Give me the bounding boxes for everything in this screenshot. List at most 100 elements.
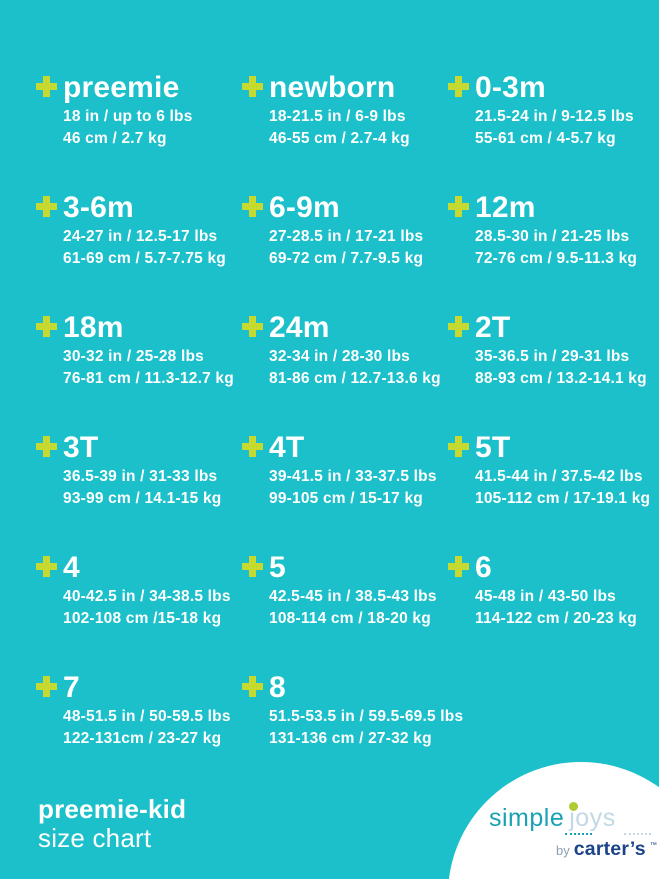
plus-icon (36, 676, 57, 697)
plus-icon (242, 196, 263, 217)
size-info: 0-3m 21.5-24 in / 9-12.5 lbs 55-61 cm / … (475, 72, 634, 150)
size-name: 6 (475, 551, 492, 584)
size-measurements-metric: 46 cm / 2.7 kg (63, 130, 167, 147)
size-info: 3-6m 24-27 in / 12.5-17 lbs 61-69 cm / 5… (63, 192, 226, 270)
size-info: 6 45-48 in / 43-50 lbs 114-122 cm / 20-2… (475, 552, 637, 630)
size-measurements-imperial: 51.5-53.5 in / 59.5-69.5 lbs (269, 708, 464, 725)
plus-icon (36, 316, 57, 337)
size-name: 5 (269, 551, 286, 584)
size-entry: 7 48-51.5 in / 50-59.5 lbs 122-131cm / 2… (36, 672, 242, 792)
size-name: 3-6m (63, 191, 134, 224)
size-measurements-metric: 102-108 cm /15-18 kg (63, 610, 222, 627)
size-measurements-imperial: 18-21.5 in / 6-9 lbs (269, 108, 406, 125)
size-measurements-imperial: 28.5-30 in / 21-25 lbs (475, 228, 630, 245)
brand-logo-wordmark: simple joys (489, 802, 616, 832)
size-name: 24m (269, 311, 330, 344)
size-entry: newborn 18-21.5 in / 6-9 lbs 46-55 cm / … (242, 72, 448, 192)
footer: preemie-kid size chart (38, 795, 186, 853)
size-name: 4T (269, 431, 305, 464)
size-measurements-metric: 131-136 cm / 27-32 kg (269, 730, 432, 747)
size-name: 12m (475, 191, 536, 224)
size-name: 18m (63, 311, 124, 344)
size-measurements-imperial: 30-32 in / 25-28 lbs (63, 348, 204, 365)
logo-dotted-underline-right (624, 833, 651, 835)
plus-icon (242, 76, 263, 97)
size-info: 6-9m 27-28.5 in / 17-21 lbs 69-72 cm / 7… (269, 192, 423, 270)
plus-icon (242, 676, 263, 697)
size-measurements-metric: 122-131cm / 23-27 kg (63, 730, 222, 747)
chart-subtitle: size chart (38, 823, 152, 853)
plus-icon (36, 196, 57, 217)
size-measurements-imperial: 35-36.5 in / 29-31 lbs (475, 348, 630, 365)
size-measurements-metric: 46-55 cm / 2.7-4 kg (269, 130, 410, 147)
logo-word-joys: joys (569, 802, 615, 832)
size-entry: 12m 28.5-30 in / 21-25 lbs 72-76 cm / 9.… (448, 192, 654, 312)
size-measurements-imperial: 21.5-24 in / 9-12.5 lbs (475, 108, 634, 125)
size-measurements-imperial: 32-34 in / 28-30 lbs (269, 348, 410, 365)
size-info: 8 51.5-53.5 in / 59.5-69.5 lbs 131-136 c… (269, 672, 463, 750)
size-entry: 5T 41.5-44 in / 37.5-42 lbs 105-112 cm /… (448, 432, 654, 552)
size-measurements-metric: 114-122 cm / 20-23 kg (475, 610, 637, 627)
size-entry: 5 42.5-45 in / 38.5-43 lbs 108-114 cm / … (242, 552, 448, 672)
size-measurements-metric: 72-76 cm / 9.5-11.3 kg (475, 250, 638, 267)
logo-by-text: by (556, 843, 570, 858)
brand-logo-badge: simple joys by carter’s ™ (448, 762, 659, 879)
logo-carters-text: carter’s (573, 838, 646, 860)
size-measurements-imperial: 24-27 in / 12.5-17 lbs (63, 228, 218, 245)
plus-icon (36, 556, 57, 577)
size-measurements-imperial: 36.5-39 in / 31-33 lbs (63, 468, 218, 485)
size-measurements-metric: 69-72 cm / 7.7-9.5 kg (269, 250, 424, 267)
size-measurements-imperial: 40-42.5 in / 34-38.5 lbs (63, 588, 231, 605)
plus-icon (448, 76, 469, 97)
plus-icon (242, 436, 263, 457)
plus-icon (242, 316, 263, 337)
size-measurements-metric: 93-99 cm / 14.1-15 kg (63, 490, 222, 507)
size-measurements-imperial: 27-28.5 in / 17-21 lbs (269, 228, 424, 245)
size-name: 3T (63, 431, 99, 464)
size-name: 8 (269, 671, 286, 704)
size-measurements-imperial: 39-41.5 in / 33-37.5 lbs (269, 468, 437, 485)
size-entry: 2T 35-36.5 in / 29-31 lbs 88-93 cm / 13.… (448, 312, 654, 432)
size-info: newborn 18-21.5 in / 6-9 lbs 46-55 cm / … (269, 72, 410, 150)
size-entry: 4T 39-41.5 in / 33-37.5 lbs 99-105 cm / … (242, 432, 448, 552)
size-entry: 3T 36.5-39 in / 31-33 lbs 93-99 cm / 14.… (36, 432, 242, 552)
size-info: 18m 30-32 in / 25-28 lbs 76-81 cm / 11.3… (63, 312, 234, 390)
size-measurements-metric: 88-93 cm / 13.2-14.1 kg (475, 370, 647, 387)
size-info: 4T 39-41.5 in / 33-37.5 lbs 99-105 cm / … (269, 432, 437, 510)
trademark-symbol: ™ (649, 842, 657, 849)
plus-icon (448, 196, 469, 217)
size-name: 4 (63, 551, 80, 584)
chart-title: preemie-kid (38, 794, 187, 824)
size-name: preemie (63, 71, 180, 104)
plus-icon (448, 316, 469, 337)
size-measurements-metric: 55-61 cm / 4-5.7 kg (475, 130, 616, 147)
logo-dotted-underline-left (565, 833, 592, 835)
size-measurements-imperial: 48-51.5 in / 50-59.5 lbs (63, 708, 231, 725)
size-info: 12m 28.5-30 in / 21-25 lbs 72-76 cm / 9.… (475, 192, 637, 270)
size-entry: 8 51.5-53.5 in / 59.5-69.5 lbs 131-136 c… (242, 672, 463, 792)
size-measurements-metric: 108-114 cm / 18-20 kg (269, 610, 431, 627)
size-entry: 3-6m 24-27 in / 12.5-17 lbs 61-69 cm / 5… (36, 192, 242, 312)
size-name: 2T (475, 311, 511, 344)
size-measurements-metric: 76-81 cm / 11.3-12.7 kg (63, 370, 234, 387)
size-entry: 18m 30-32 in / 25-28 lbs 76-81 cm / 11.3… (36, 312, 242, 432)
size-entry: preemie 18 in / up to 6 lbs 46 cm / 2.7 … (36, 72, 242, 192)
size-info: 7 48-51.5 in / 50-59.5 lbs 122-131cm / 2… (63, 672, 231, 750)
size-entry: 4 40-42.5 in / 34-38.5 lbs 102-108 cm /1… (36, 552, 242, 672)
size-entry: 6-9m 27-28.5 in / 17-21 lbs 69-72 cm / 7… (242, 192, 448, 312)
size-info: 3T 36.5-39 in / 31-33 lbs 93-99 cm / 14.… (63, 432, 221, 510)
size-info: 24m 32-34 in / 28-30 lbs 81-86 cm / 12.7… (269, 312, 441, 390)
logo-j-dot-icon (569, 802, 579, 811)
plus-icon (36, 76, 57, 97)
size-measurements-imperial: 41.5-44 in / 37.5-42 lbs (475, 468, 643, 485)
plus-icon (242, 556, 263, 577)
size-name: newborn (269, 71, 396, 104)
brand-logo-byline: by carter’s ™ (556, 838, 657, 861)
size-info: 5T 41.5-44 in / 37.5-42 lbs 105-112 cm /… (475, 432, 650, 510)
size-grid: preemie 18 in / up to 6 lbs 46 cm / 2.7 … (36, 72, 656, 792)
size-name: 5T (475, 431, 511, 464)
size-measurements-imperial: 45-48 in / 43-50 lbs (475, 588, 616, 605)
size-measurements-metric: 81-86 cm / 12.7-13.6 kg (269, 370, 441, 387)
size-measurements-metric: 99-105 cm / 15-17 kg (269, 490, 423, 507)
